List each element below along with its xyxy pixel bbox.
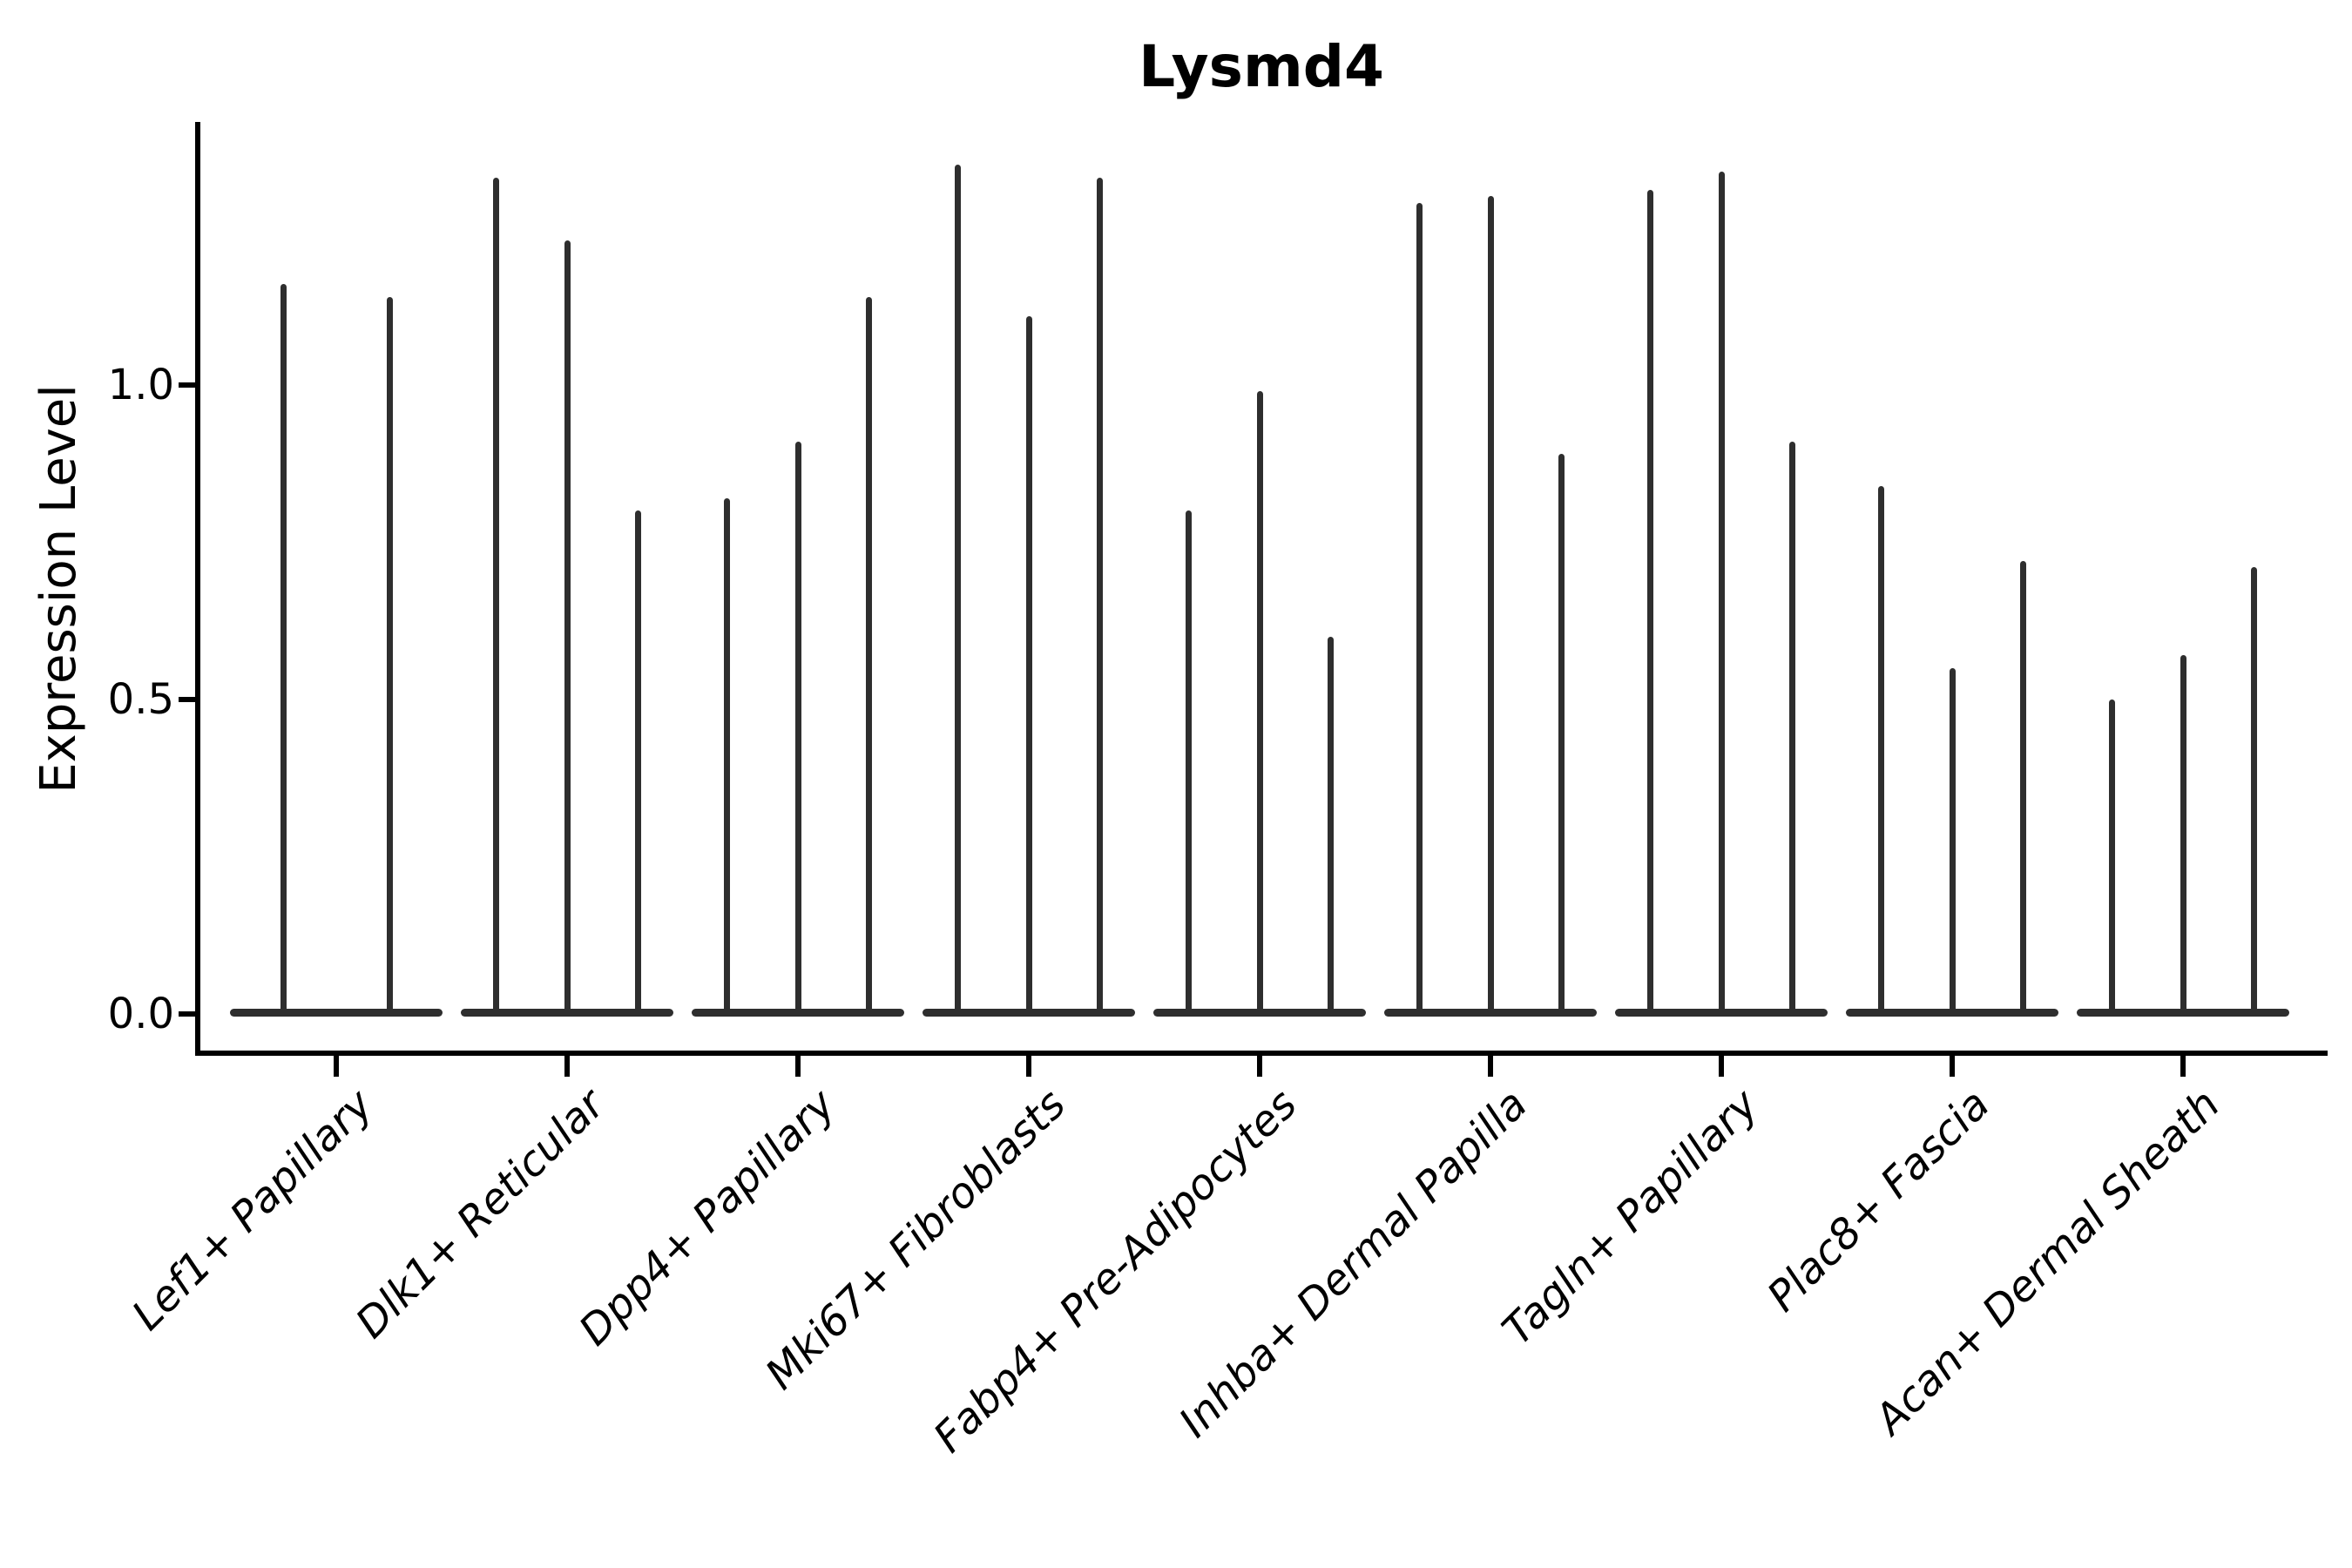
violin-spike [1186, 510, 1193, 1014]
violin-base [230, 1009, 443, 1017]
y-tick-label: 0.0 [107, 990, 174, 1038]
x-tick [334, 1056, 339, 1077]
x-tick-label: Lef1+ Papillary [123, 1079, 383, 1340]
x-tick [1488, 1056, 1493, 1077]
y-tick-label: 1.0 [107, 361, 174, 409]
x-axis-spine [195, 1051, 2328, 1056]
violin-spike [1327, 636, 1334, 1014]
y-axis-title: Expression Level [30, 384, 87, 794]
violin-spike [493, 177, 500, 1014]
violin-spike [1878, 485, 1885, 1014]
x-tick-label: Dpp4+ Papillary [569, 1079, 845, 1355]
violin-spike [1647, 190, 1654, 1014]
y-tick [179, 697, 198, 702]
violin-spike [1718, 171, 1725, 1014]
x-tick-label: Dlk1+ Reticular [346, 1079, 614, 1348]
violin-spike [2019, 561, 2026, 1014]
violin-spike [1416, 202, 1423, 1014]
violin-spike [865, 296, 872, 1014]
x-tick [2180, 1056, 2186, 1077]
violin-spike [2250, 567, 2257, 1014]
y-tick-label: 0.5 [107, 675, 174, 724]
x-tick [1719, 1056, 1724, 1077]
x-tick [1257, 1056, 1262, 1077]
violin-spike [1096, 177, 1103, 1014]
x-tick [564, 1056, 570, 1077]
violin-spike [2109, 700, 2116, 1014]
violin-spike [2180, 655, 2186, 1014]
violin-spike [1487, 196, 1494, 1014]
x-tick [795, 1056, 801, 1077]
violin-spike [386, 296, 393, 1014]
x-tick-label: Tagln+ Papillary [1493, 1079, 1768, 1355]
violin-spike [1256, 391, 1263, 1014]
y-tick [179, 382, 198, 388]
violin-spike [724, 497, 731, 1014]
x-tick [1950, 1056, 1955, 1077]
y-tick [179, 1011, 198, 1017]
x-tick-label: Plac8+ Fascia [1757, 1079, 1999, 1321]
violin-spike [634, 510, 641, 1014]
violin-spike [1025, 315, 1032, 1014]
plot-title: Lysmd4 [1139, 33, 1384, 100]
y-axis-spine [195, 122, 200, 1056]
violin-spike [955, 165, 962, 1014]
violin-spike [1949, 667, 1956, 1014]
violin-spike [280, 284, 287, 1014]
x-tick [1026, 1056, 1031, 1077]
violin-spike [794, 441, 801, 1014]
violin-spike [1788, 441, 1795, 1014]
violin-spike [1558, 454, 1565, 1014]
violin-spike [564, 240, 571, 1014]
